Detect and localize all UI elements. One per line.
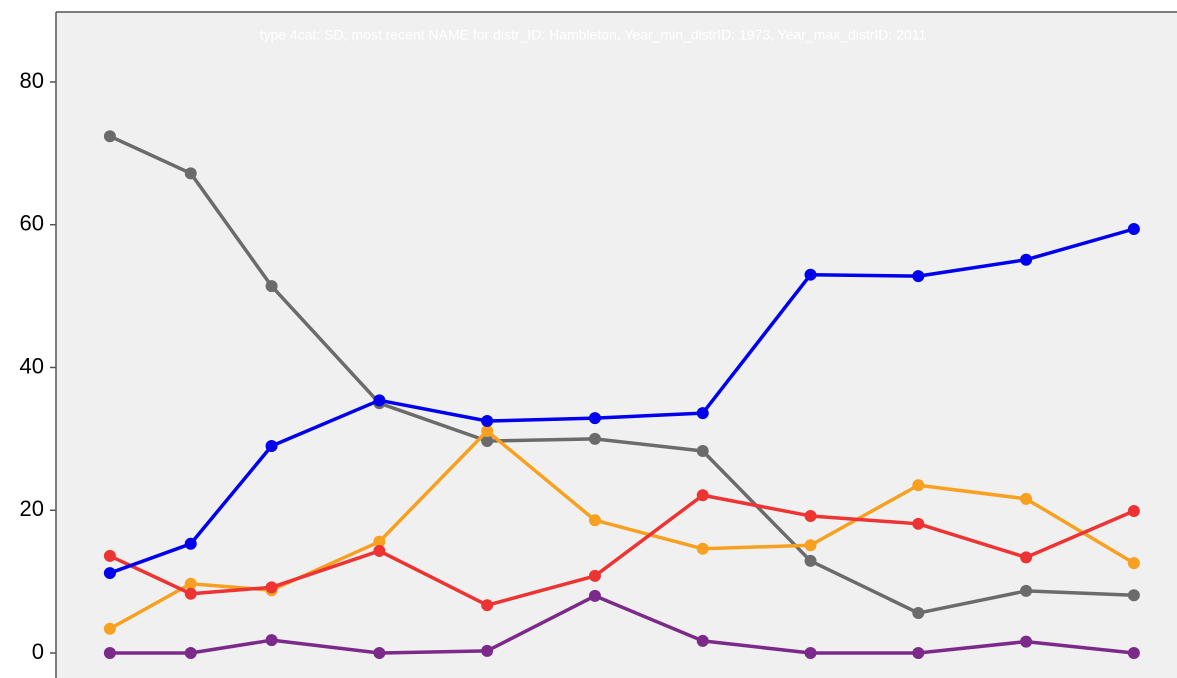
data-point [103, 567, 116, 580]
data-point [1127, 557, 1140, 570]
data-point [696, 445, 709, 458]
y-tick-label: 60 [20, 211, 44, 236]
data-point [1020, 551, 1033, 564]
data-point [1020, 635, 1033, 648]
chart-title: type 4cat: SD, most recent NAME for dist… [260, 27, 927, 43]
data-point [588, 589, 601, 602]
data-point [184, 647, 197, 660]
data-point [588, 432, 601, 445]
y-tick-label: 40 [20, 353, 44, 378]
data-point [373, 544, 386, 557]
data-point [103, 647, 116, 660]
y-tick-label: 20 [20, 496, 44, 521]
data-point [265, 440, 278, 453]
data-point [1127, 589, 1140, 602]
data-point [912, 517, 925, 530]
data-point [1020, 492, 1033, 505]
data-point [481, 644, 494, 657]
data-point [696, 407, 709, 420]
data-point [912, 479, 925, 492]
data-point [588, 569, 601, 582]
data-point [103, 622, 116, 635]
data-point [265, 634, 278, 647]
data-point [184, 587, 197, 600]
data-point [184, 577, 197, 590]
data-point [103, 130, 116, 143]
data-point [804, 647, 817, 660]
data-point [1020, 584, 1033, 597]
data-point [481, 599, 494, 612]
data-point [373, 647, 386, 660]
data-point [265, 280, 278, 293]
data-point [184, 537, 197, 550]
data-point [804, 554, 817, 567]
data-point [912, 607, 925, 620]
data-point [804, 539, 817, 552]
data-point [804, 509, 817, 522]
data-point [1127, 504, 1140, 517]
data-point [481, 415, 494, 428]
data-point [373, 535, 386, 548]
data-point [1127, 223, 1140, 236]
data-point [912, 270, 925, 283]
data-point [481, 435, 494, 448]
data-point [588, 514, 601, 527]
y-tick-label: 0 [32, 639, 44, 664]
data-point [588, 412, 601, 425]
data-point [184, 167, 197, 180]
data-point [1020, 253, 1033, 266]
data-point [481, 425, 494, 438]
data-point [265, 581, 278, 594]
data-point [1127, 647, 1140, 660]
data-point [103, 549, 116, 562]
data-point [696, 489, 709, 502]
data-point [696, 542, 709, 555]
y-tick-label: 80 [20, 68, 44, 93]
data-point [696, 634, 709, 647]
data-point [373, 394, 386, 407]
data-point [912, 647, 925, 660]
plot-area [56, 12, 1177, 678]
data-point [804, 268, 817, 281]
